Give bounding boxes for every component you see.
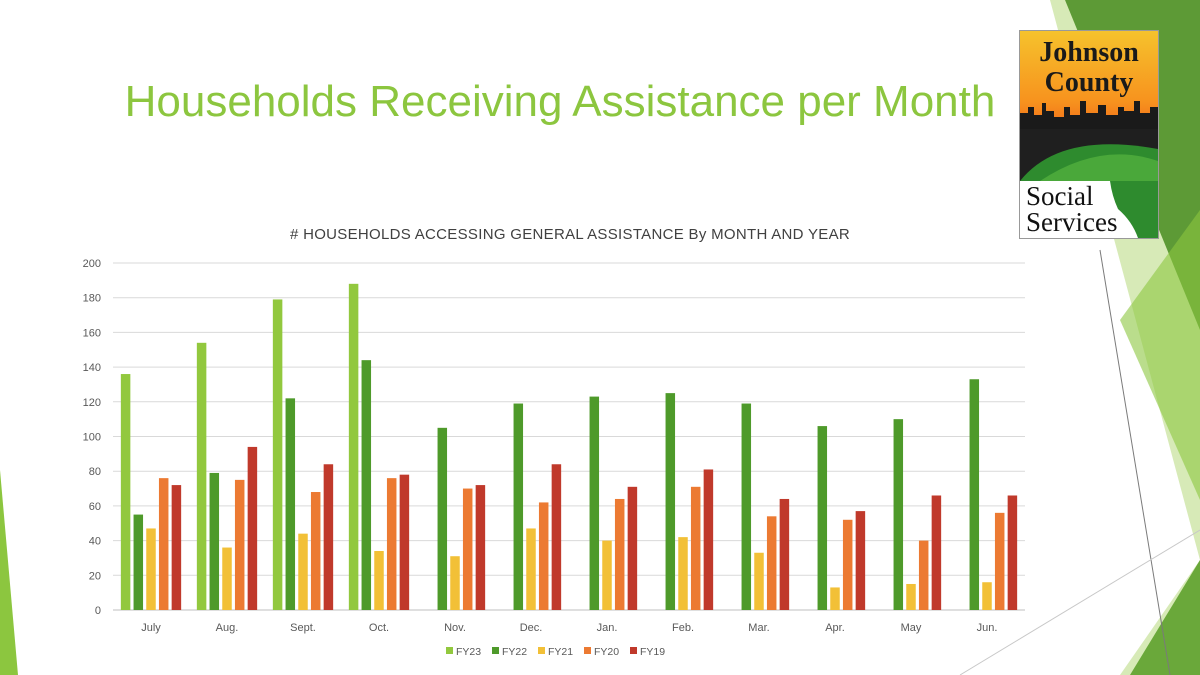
x-tick-label: Jun.	[977, 622, 998, 634]
y-tick-label: 60	[89, 501, 101, 513]
x-tick-label: Oct.	[369, 622, 389, 634]
bar-fy21	[906, 583, 916, 610]
green-accent-shape-bottom	[1130, 560, 1200, 675]
bar-fy21	[754, 552, 764, 610]
bar-fy22	[893, 419, 904, 610]
bar-fy19	[247, 446, 258, 610]
x-tick-label: May	[901, 622, 922, 634]
bar-fy22	[589, 396, 600, 610]
bar-fy22	[285, 398, 296, 610]
slide-title: Households Receiving Assistance per Mont…	[124, 77, 996, 126]
bar-fy20	[462, 488, 473, 610]
x-tick-label: Aug.	[216, 622, 239, 634]
legend-label-fy23: FY23	[456, 646, 481, 658]
y-tick-label: 20	[89, 570, 101, 582]
johnson-county-logo: Johnson County Social Services	[1019, 30, 1159, 239]
bar-fy21	[678, 537, 688, 610]
x-tick-label: Mar.	[748, 622, 769, 634]
bar-fy22	[741, 403, 752, 610]
legend-swatch-fy20	[584, 647, 591, 654]
bar-fy22	[817, 426, 828, 610]
y-tick-label: 200	[83, 258, 101, 270]
y-tick-label: 140	[83, 362, 101, 374]
x-tick-label: Apr.	[825, 622, 845, 634]
x-tick-label: Sept.	[290, 622, 316, 634]
y-tick-label: 40	[89, 536, 101, 548]
bar-fy20	[918, 540, 929, 610]
bar-fy21	[222, 547, 232, 610]
bar-fy23	[348, 283, 359, 610]
bar-fy19	[475, 485, 486, 610]
x-tick-label: Feb.	[672, 622, 694, 634]
bar-fy22	[361, 360, 372, 610]
legend-label-fy22: FY22	[502, 646, 527, 658]
green-accent-shape-mid	[1120, 210, 1200, 500]
logo-text-line2: County	[1044, 67, 1134, 98]
legend-label-fy19: FY19	[640, 646, 665, 658]
logo-text-line4: Services	[1026, 207, 1118, 237]
chart-title: # HOUSEHOLDS ACCESSING GENERAL ASSISTANC…	[289, 226, 851, 243]
bar-fy20	[234, 479, 245, 610]
bar-fy22	[513, 403, 524, 610]
logo-text-line1: Johnson	[1039, 37, 1139, 68]
bar-fy21	[982, 582, 992, 610]
bar-fy19	[323, 464, 334, 610]
y-tick-label: 100	[83, 432, 101, 444]
bar-fy20	[310, 492, 321, 610]
x-tick-label: July	[141, 622, 161, 634]
bar-fy21	[298, 533, 308, 610]
legend-label-fy20: FY20	[594, 646, 619, 658]
bar-fy19	[171, 485, 182, 610]
bar-fy19	[551, 464, 562, 610]
y-tick-label: 160	[83, 327, 101, 339]
logo-text-line3: Social	[1026, 181, 1094, 211]
bar-fy22	[209, 472, 220, 610]
green-accent-shape-left	[0, 470, 18, 675]
legend-swatch-fy22	[492, 647, 499, 654]
legend-swatch-fy19	[630, 647, 637, 654]
legend-swatch-fy21	[538, 647, 545, 654]
bar-fy21	[830, 587, 840, 610]
bar-fy20	[386, 478, 397, 610]
bar-fy23	[120, 374, 131, 610]
x-tick-label: Nov.	[444, 622, 466, 634]
bar-fy20	[766, 516, 777, 610]
bar-fy21	[450, 556, 460, 610]
bar-fy20	[538, 502, 549, 610]
bar-fy20	[614, 498, 625, 610]
bar-fy22	[133, 514, 144, 610]
bar-fy23	[272, 299, 283, 610]
bar-fy22	[437, 427, 448, 610]
legend-label-fy21: FY21	[548, 646, 573, 658]
y-tick-label: 180	[83, 293, 101, 305]
bar-fy22	[665, 393, 676, 610]
bar-fy19	[931, 495, 942, 610]
bar-fy21	[526, 528, 536, 610]
bar-fy19	[627, 486, 638, 610]
y-tick-label: 0	[95, 605, 101, 617]
legend-swatch-fy23	[446, 647, 453, 654]
bar-fy20	[842, 519, 853, 610]
thin-accent-line	[1099, 249, 1171, 675]
bar-fy19	[1007, 495, 1018, 610]
bar-fy21	[374, 551, 384, 610]
thin-accent-line-2	[959, 529, 1200, 675]
bar-fy20	[158, 478, 169, 610]
bar-fy21	[146, 528, 156, 610]
bar-fy21	[602, 540, 612, 610]
logo-skyline-hills	[1020, 101, 1158, 238]
bar-fy20	[690, 486, 701, 610]
bar-fy23	[196, 342, 207, 610]
bar-fy20	[994, 512, 1005, 610]
bar-fy19	[703, 469, 714, 610]
bar-fy22	[969, 379, 980, 610]
bar-fy19	[855, 511, 866, 610]
x-tick-label: Jan.	[597, 622, 618, 634]
x-tick-label: Dec.	[520, 622, 543, 634]
y-tick-label: 80	[89, 466, 101, 478]
bar-fy19	[399, 474, 410, 610]
bar-fy19	[779, 498, 790, 610]
y-tick-label: 120	[83, 397, 101, 409]
